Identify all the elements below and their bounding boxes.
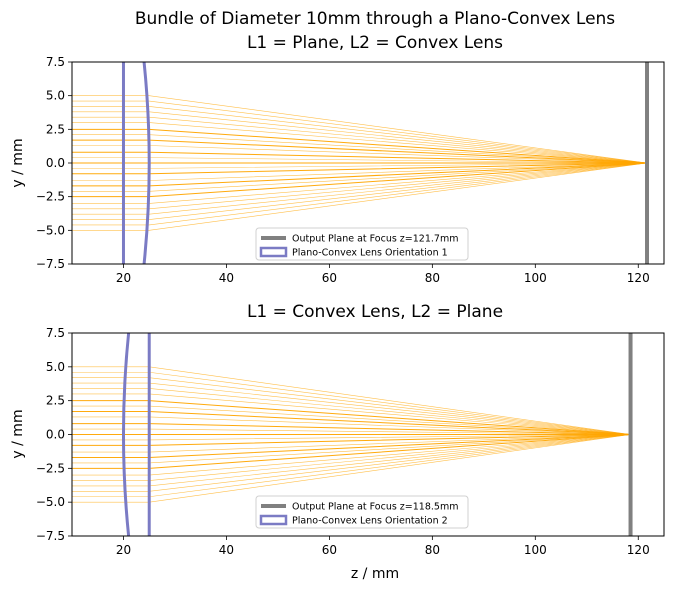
ray xyxy=(72,428,631,435)
panel-1-rays xyxy=(72,95,648,231)
ray xyxy=(72,434,631,441)
ray xyxy=(72,162,648,220)
x-tick-label: 60 xyxy=(322,271,337,285)
y-tick-label: −5.0 xyxy=(36,495,65,509)
y-tick-label: −7.5 xyxy=(36,257,65,271)
x-tick-label: 120 xyxy=(627,271,650,285)
panel-1-axes-frame xyxy=(71,61,665,265)
x-tick-label: 20 xyxy=(116,543,131,557)
y-tick-label: 0.0 xyxy=(46,428,65,442)
panel-2-optics xyxy=(122,332,633,537)
y-tick-label: −2.5 xyxy=(36,190,65,204)
ray xyxy=(72,106,648,164)
y-tick-label: −5.0 xyxy=(36,223,65,237)
legend-label: Plano-Convex Lens Orientation 1 xyxy=(292,248,448,259)
plot-panel-2: L1 = Convex Lens, L2 = Plane y / mm z / … xyxy=(10,302,665,582)
legend-patch-swatch xyxy=(259,514,288,526)
panel-1-ticks: 20 40 60 80 100 120 −7.5 −5.0 −2.5 0.0 2.5 5.0 7.5 xyxy=(36,55,650,285)
y-tick-label: 7.5 xyxy=(46,55,65,69)
ray xyxy=(72,162,648,169)
ray xyxy=(72,371,631,435)
panel-2-xlabel: z / mm xyxy=(351,566,399,582)
panel-1-title: L1 = Plane, L2 = Convex Lens xyxy=(247,33,503,53)
ray xyxy=(72,162,648,226)
panel-2-axes-frame xyxy=(71,332,665,537)
y-tick-label: 2.5 xyxy=(46,394,65,408)
ray xyxy=(72,377,631,435)
x-tick-label: 100 xyxy=(524,543,547,557)
ray xyxy=(72,162,648,231)
legend-box xyxy=(255,227,469,261)
x-tick-label: 40 xyxy=(219,543,234,557)
ray xyxy=(72,434,631,492)
x-tick-label: 40 xyxy=(219,271,234,285)
ray xyxy=(72,100,648,164)
legend-label: Output Plane at Focus z=121.7mm xyxy=(292,234,458,245)
x-tick-label: 100 xyxy=(524,271,547,285)
x-tick-label: 60 xyxy=(322,543,337,557)
y-tick-label: 5.0 xyxy=(46,89,65,103)
panel-2-title: L1 = Convex Lens, L2 = Plane xyxy=(247,302,503,322)
x-tick-label: 80 xyxy=(425,543,440,557)
y-tick-label: 2.5 xyxy=(46,122,65,136)
panel-1-ylabel: y / mm xyxy=(10,138,26,187)
ray xyxy=(72,157,648,164)
panel-2-rays xyxy=(72,366,631,503)
panel-2-ticks: 20 40 60 80 100 120 −7.5 −5.0 −2.5 0.0 2.5 5.0 7.5 xyxy=(36,326,650,557)
panel-2-legend: Output Plane at Focus z=118.5mm Plano-Con… xyxy=(255,495,469,529)
x-tick-label: 80 xyxy=(425,271,440,285)
legend-label: Plano-Convex Lens Orientation 2 xyxy=(292,516,448,527)
panel-1-legend: Output Plane at Focus z=121.7mm Plano-Con… xyxy=(255,227,469,261)
legend-patch-swatch xyxy=(259,246,288,258)
y-tick-label: 0.0 xyxy=(46,156,65,170)
panel-2-ylabel: y / mm xyxy=(10,409,26,458)
ray xyxy=(72,434,631,498)
y-tick-label: 7.5 xyxy=(46,326,65,340)
lens-curved-surface xyxy=(122,332,131,537)
panel-1-optics xyxy=(121,61,650,265)
ray xyxy=(72,95,648,164)
y-tick-label: −7.5 xyxy=(36,529,65,543)
y-tick-label: −2.5 xyxy=(36,461,65,475)
legend-box xyxy=(255,495,469,529)
x-tick-label: 120 xyxy=(627,543,650,557)
y-tick-label: 5.0 xyxy=(46,360,65,374)
figure-title: Bundle of Diameter 10mm through a Plano-… xyxy=(135,9,615,29)
plot-panel-1: L1 = Plane, L2 = Convex Lens y / mm 20 40… xyxy=(10,33,665,285)
lens-curved-surface xyxy=(142,61,151,265)
x-tick-label: 20 xyxy=(116,271,131,285)
legend-label: Output Plane at Focus z=118.5mm xyxy=(292,502,458,513)
